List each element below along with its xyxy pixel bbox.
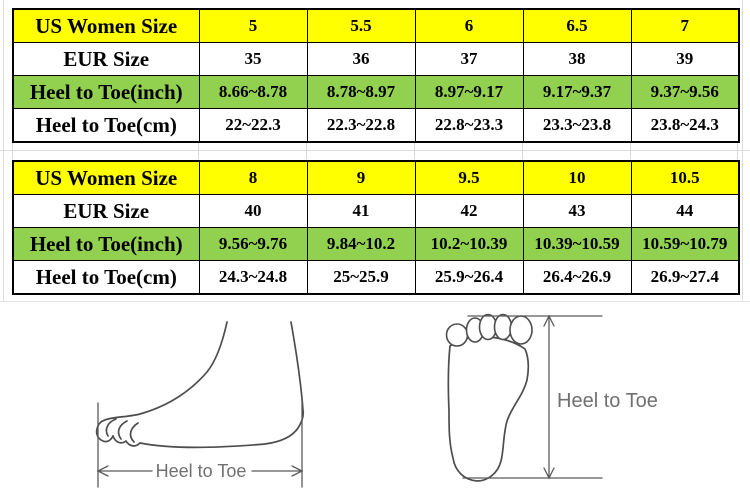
- size-cell: 10.39~10.59: [522, 227, 632, 261]
- foot-top-view-figure: Heel to Toe: [445, 313, 658, 482]
- size-cell: 36: [306, 42, 416, 76]
- size-cell: 22.3~22.8: [306, 108, 416, 143]
- size-cell: 43: [522, 194, 632, 228]
- heel-to-toe-label: Heel to Toe: [156, 461, 247, 481]
- size-cell: 24.3~24.8: [198, 260, 308, 295]
- size-cell: 7: [630, 8, 740, 43]
- size-cell: 10.2~10.39: [414, 227, 524, 261]
- heel-to-toe-label: Heel to Toe: [557, 390, 658, 412]
- footprint-outline-drawing: [445, 313, 533, 482]
- table-row-eur-size: EUR Size 35 36 37 38 39: [12, 42, 740, 76]
- size-cell: 10.5: [630, 160, 740, 195]
- spreadsheet-gridline: [198, 142, 199, 159]
- size-cell: 40: [198, 194, 308, 228]
- table-row-cm: Heel to Toe(cm) 22~22.3 22.3~22.8 22.8~2…: [12, 108, 740, 143]
- size-cell: 9.84~10.2: [306, 227, 416, 261]
- size-cell: 8.78~8.97: [306, 75, 416, 109]
- row-header-cm: Heel to Toe(cm): [12, 260, 200, 295]
- toe-big: [509, 315, 533, 345]
- size-cell: 37: [414, 42, 524, 76]
- size-cell: 23.8~24.3: [630, 108, 740, 143]
- women-size-table-small: US Women Size 5 5.5 6 6.5 7 EUR Size 35 …: [12, 8, 740, 143]
- spreadsheet-gridline: [742, 0, 743, 302]
- size-cell: 9.37~9.56: [630, 75, 740, 109]
- row-header-cm: Heel to Toe(cm): [12, 108, 200, 143]
- toe-second: [493, 313, 513, 341]
- size-cell: 8: [198, 160, 308, 195]
- size-cell: 39: [630, 42, 740, 76]
- size-cell: 8.97~9.17: [414, 75, 524, 109]
- table-row-inch: Heel to Toe(inch) 9.56~9.76 9.84~10.2 10…: [12, 227, 740, 261]
- size-cell: 35: [198, 42, 308, 76]
- spreadsheet-gridline: [306, 142, 307, 159]
- heel-to-toe-horizontal-measure: Heel to Toe: [96, 399, 304, 488]
- spreadsheet-gridline: [3, 0, 4, 302]
- table-row-us-size: US Women Size 5 5.5 6 6.5 7: [12, 8, 740, 43]
- size-cell: 6: [414, 8, 524, 43]
- size-cell: 5: [198, 8, 308, 43]
- spreadsheet-gridline: [630, 142, 631, 159]
- toe-pinky: [445, 323, 469, 347]
- size-cell: 23.3~23.8: [522, 108, 632, 143]
- size-cell: 44: [630, 194, 740, 228]
- table-row-eur-size: EUR Size 40 41 42 43 44: [12, 194, 740, 228]
- size-cell: 38: [522, 42, 632, 76]
- size-cell: 5.5: [306, 8, 416, 43]
- heel-to-toe-vertical-measure: Heel to Toe: [462, 314, 658, 480]
- size-cell: 8.66~8.78: [198, 75, 308, 109]
- spreadsheet-gridline: [414, 142, 415, 159]
- size-cell: 9.5: [414, 160, 524, 195]
- spreadsheet-gridline: [0, 150, 750, 151]
- size-cell: 41: [306, 194, 416, 228]
- row-header-eur-size: EUR Size: [12, 42, 200, 76]
- size-cell: 9: [306, 160, 416, 195]
- size-cell: 25.9~26.4: [414, 260, 524, 295]
- size-cell: 6.5: [522, 8, 632, 43]
- spreadsheet-gridline: [0, 301, 750, 302]
- table-row-us-size: US Women Size 8 9 9.5 10 10.5: [12, 160, 740, 195]
- women-size-table-large: US Women Size 8 9 9.5 10 10.5 EUR Size 4…: [12, 160, 740, 295]
- size-cell: 9.56~9.76: [198, 227, 308, 261]
- row-header-us-size: US Women Size: [12, 8, 200, 43]
- size-cell: 26.9~27.4: [630, 260, 740, 295]
- row-header-inch: Heel to Toe(inch): [12, 75, 200, 109]
- size-cell: 22~22.3: [198, 108, 308, 143]
- size-cell: 9.17~9.37: [522, 75, 632, 109]
- row-header-us-size: US Women Size: [12, 160, 200, 195]
- row-header-inch: Heel to Toe(inch): [12, 227, 200, 261]
- size-cell: 10.59~10.79: [630, 227, 740, 261]
- spreadsheet-gridline: [522, 142, 523, 159]
- size-cell: 42: [414, 194, 524, 228]
- foot-side-outline-drawing: [95, 321, 305, 449]
- size-cell: 25~25.9: [306, 260, 416, 295]
- table-row-cm: Heel to Toe(cm) 24.3~24.8 25~25.9 25.9~2…: [12, 260, 740, 295]
- row-header-eur-size: EUR Size: [12, 194, 200, 228]
- size-cell: 26.4~26.9: [522, 260, 632, 295]
- table-row-inch: Heel to Toe(inch) 8.66~8.78 8.78~8.97 8.…: [12, 75, 740, 109]
- spreadsheet-gridline: [737, 142, 738, 159]
- size-cell: 22.8~23.3: [414, 108, 524, 143]
- spreadsheet-gridline: [12, 142, 13, 159]
- size-cell: 10: [522, 160, 632, 195]
- foot-side-view-figure: Heel to Toe: [95, 321, 305, 488]
